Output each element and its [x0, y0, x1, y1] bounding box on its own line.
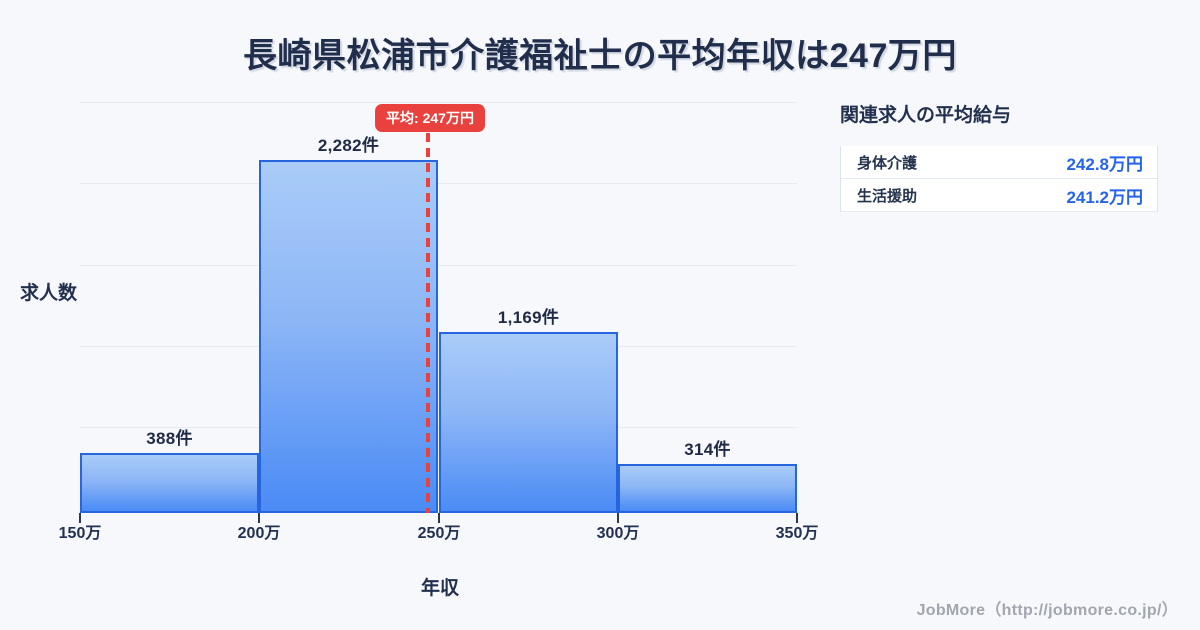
x-axis-tick [796, 513, 798, 523]
bar-value-label: 388件 [146, 429, 193, 448]
x-axis-label: 年収 [420, 578, 459, 599]
average-badge: 平均: 247万円 [375, 104, 485, 132]
x-axis-tick [438, 513, 440, 523]
gridline [80, 427, 797, 428]
x-tick-label: 150万 [58, 525, 102, 542]
x-tick-label: 200万 [237, 525, 281, 542]
x-tick-label: 300万 [596, 525, 640, 542]
x-axis-tick [258, 513, 260, 523]
histogram-bar [80, 453, 259, 513]
x-axis-tick [79, 513, 81, 523]
histogram-bar [259, 160, 438, 513]
related-job-value: 242.8万円 [1066, 154, 1143, 174]
related-job-row: 生活援助 241.2万円 [841, 179, 1157, 212]
related-jobs-table: 身体介護 242.8万円生活援助 241.2万円 [840, 146, 1158, 212]
bar-value-label: 314件 [684, 440, 731, 459]
gridline [80, 346, 797, 347]
plot-area: 388件 2,282件 1,169件 314件 150万 200万 250万 300万 350万 [59, 102, 818, 542]
bar-value-label: 2,282件 [317, 136, 380, 155]
page-title: 長崎県松浦市介護福祉士の平均年収は247万円 [243, 37, 957, 75]
gridline [80, 183, 797, 184]
bar-value-label: 1,169件 [497, 308, 560, 327]
x-tick-label: 250万 [417, 525, 461, 542]
histogram-bar [618, 464, 797, 513]
related-job-label: 身体介護 [857, 154, 918, 172]
related-job-row: 身体介護 242.8万円 [841, 146, 1157, 179]
related-job-value: 241.2万円 [1066, 187, 1143, 207]
y-axis-label: 求人数 [20, 283, 78, 304]
average-line [426, 133, 430, 513]
related-jobs-panel-title: 関連求人の平均給与 [840, 105, 1012, 126]
footer-credit: JobMore（http://jobmore.co.jp/） [916, 602, 1178, 619]
gridline [80, 102, 797, 103]
histogram-bar [439, 332, 618, 513]
x-axis-tick [617, 513, 619, 523]
related-job-label: 生活援助 [857, 187, 918, 205]
x-tick-label: 350万 [775, 525, 819, 542]
gridline [80, 265, 797, 266]
